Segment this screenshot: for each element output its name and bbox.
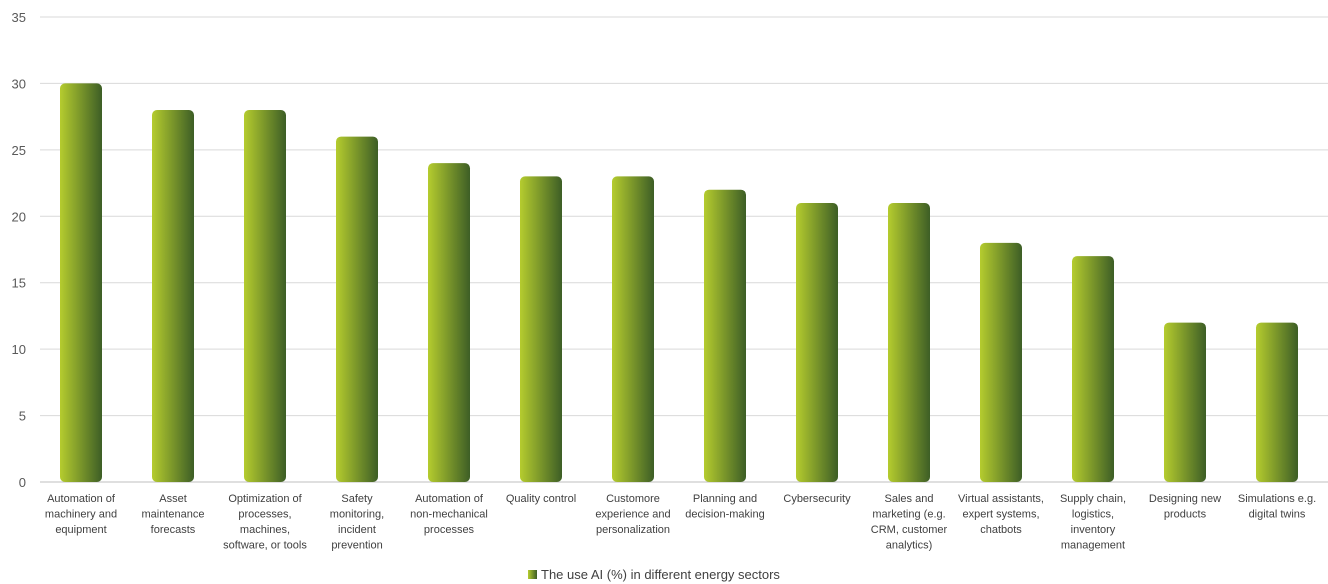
bar [1164,322,1206,482]
y-tick-label: 35 [12,10,26,25]
y-tick-label: 30 [12,76,26,91]
bar [612,176,654,482]
x-tick-label: Virtual assistants, expert systems, chatbo… [958,493,1044,536]
x-tick-label: Planning and decision-making [685,493,764,521]
y-tick-label: 0 [19,475,26,490]
x-tick-label: Automation of non-mechanical processes [410,493,488,536]
bar [1256,322,1298,482]
x-tick-label: Supply chain, logistics, inventory manageme… [1060,493,1126,552]
x-tick-label: Simulations e.g. digital twins [1238,493,1316,521]
bar [336,136,378,483]
y-tick-label: 15 [12,276,26,291]
legend-swatch [528,570,537,579]
x-tick-label: Customore experience and personalization [595,493,670,536]
x-tick-label: Automation of machinery and equipment [45,493,117,536]
x-tick-label: Sales and marketing (e.g. CRM, customer ana… [871,493,948,552]
legend-label: The use AI (%) in different energy secto… [541,567,780,582]
y-tick-label: 5 [19,409,26,424]
y-tick-label: 10 [12,342,26,357]
x-tick-label: Optimization of processes, machines, softwa… [223,493,307,552]
x-tick-label: Designing new products [1149,493,1221,521]
y-axis-ticks: 0 5 10 15 20 25 30 35 [12,10,26,490]
bar [1072,256,1114,482]
bar [520,176,562,482]
gridlines [40,16,1328,483]
bar [704,189,746,482]
bar [152,110,194,482]
bar [60,83,102,482]
x-tick-label: Quality control [506,493,576,505]
bar [244,110,286,482]
bars [60,83,1298,483]
y-tick-label: 25 [12,143,26,158]
x-tick-label: Cybersecurity [783,493,851,505]
bar [796,203,838,482]
x-tick-label: Asset maintenance forecasts [142,493,205,536]
bar [888,203,930,482]
x-tick-label: Safety monitoring, incident prevention [330,493,384,552]
bar [980,242,1022,482]
x-axis-labels: Automation of machinery and equipment Asset… [45,493,1316,552]
bar [428,163,470,482]
y-tick-label: 20 [12,209,26,224]
legend: The use AI (%) in different energy secto… [528,567,780,582]
